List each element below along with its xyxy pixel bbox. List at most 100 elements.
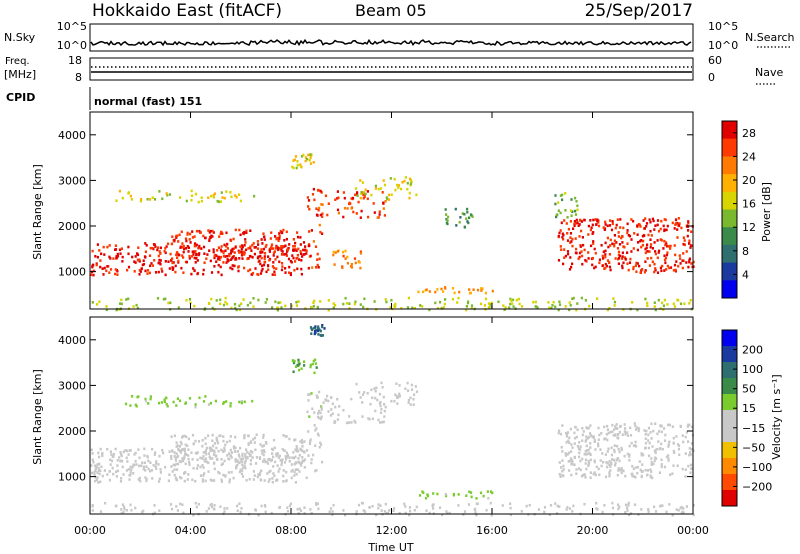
range-time-cell [636, 471, 639, 475]
range-time-cell [632, 265, 635, 269]
range-time-cell [642, 453, 645, 457]
range-time-cell [659, 266, 662, 270]
range-time-cell [561, 469, 564, 473]
range-time-cell [334, 303, 337, 307]
range-time-cell [158, 401, 161, 405]
range-time-cell [334, 405, 337, 409]
range-time-cell [368, 506, 371, 509]
range-time-cell [386, 511, 389, 515]
range-time-cell [436, 307, 440, 310]
range-time-cell [127, 297, 130, 301]
range-time-cell [294, 365, 298, 368]
range-time-cell [229, 402, 232, 405]
range-time-cell [663, 465, 666, 469]
range-time-cell [97, 451, 100, 455]
range-time-cell [624, 257, 627, 261]
range-time-cell [285, 252, 288, 256]
range-time-cell [672, 441, 675, 445]
range-time-cell [657, 440, 660, 443]
range-time-cell [375, 386, 378, 390]
range-time-cell [321, 212, 324, 216]
range-time-cell [123, 507, 126, 511]
range-time-cell [570, 198, 573, 201]
freq-nave-strip: Freq. [MHz] 18 8 60 0 Nave [4, 54, 783, 85]
range-time-cell [678, 254, 681, 257]
range-time-cell [226, 258, 229, 261]
range-time-cell [235, 257, 238, 261]
range-time-cell [228, 478, 231, 481]
range-time-cell [294, 455, 297, 459]
range-time-cell [247, 442, 250, 445]
range-time-cell [490, 514, 493, 517]
x-tick-label: 00:00 [677, 524, 709, 537]
range-time-cell [244, 453, 247, 456]
range-time-cell [445, 218, 448, 221]
range-time-cell [277, 470, 280, 473]
range-time-cell [634, 440, 637, 444]
range-time-cell [622, 226, 625, 230]
range-time-cell [564, 192, 567, 195]
range-time-cell [466, 220, 469, 223]
colorbar-tick-label: 24 [742, 150, 756, 163]
range-time-cell [138, 273, 141, 276]
colorbar-segment [722, 442, 737, 459]
range-time-cell [243, 266, 246, 270]
range-time-cell [240, 472, 243, 476]
range-time-cell [312, 359, 315, 363]
range-time-cell [256, 240, 259, 243]
range-time-cell [157, 261, 160, 265]
range-time-cell [249, 268, 252, 271]
range-time-cell [230, 306, 233, 310]
range-time-cell [409, 396, 412, 400]
range-time-cell [608, 224, 612, 227]
range-time-cell [257, 243, 260, 246]
range-time-cell [609, 244, 612, 247]
range-time-cell [535, 305, 538, 309]
range-time-cell [191, 230, 194, 233]
range-time-cell [168, 473, 171, 476]
range-time-cell [238, 193, 241, 196]
range-time-cell [619, 468, 622, 472]
range-time-cell [103, 469, 106, 472]
range-time-cell [682, 511, 685, 514]
range-time-cell [616, 473, 619, 477]
range-time-cell [587, 233, 590, 236]
range-time-cell [91, 471, 94, 475]
range-time-cell [202, 455, 205, 458]
range-time-cell [253, 246, 256, 249]
range-time-cell [672, 436, 675, 440]
range-time-cell [99, 510, 103, 513]
range-time-cell [177, 261, 180, 264]
colorbar-tick-label: −100 [742, 461, 772, 474]
range-time-cell [580, 474, 583, 478]
range-time-cell [298, 368, 301, 372]
range-time-cell [299, 447, 302, 451]
range-time-cell [595, 223, 598, 226]
range-time-cell [669, 244, 672, 248]
range-time-cell [591, 256, 594, 260]
range-time-cell [300, 272, 303, 276]
range-time-cell [179, 245, 182, 249]
colorbar-tick-label: 15 [742, 402, 756, 415]
range-time-cell [621, 251, 624, 255]
colorbar-segment [722, 209, 737, 228]
range-time-cell [626, 222, 629, 226]
range-time-cell [583, 248, 586, 252]
range-time-cell [111, 455, 114, 459]
range-time-cell [569, 241, 572, 244]
range-time-cell [222, 261, 225, 264]
range-time-cell [580, 250, 583, 253]
range-time-cell [273, 273, 276, 276]
range-time-cell [241, 245, 244, 249]
range-time-cell [312, 453, 315, 457]
range-time-cell [666, 303, 669, 306]
range-time-cell [317, 208, 320, 212]
range-time-cell [646, 473, 649, 477]
range-time-cell [687, 229, 690, 232]
range-time-cell [681, 266, 684, 270]
range-time-cell [108, 255, 111, 259]
range-time-cell [604, 262, 607, 266]
range-time-cell [93, 473, 96, 476]
range-time-cell [103, 253, 106, 256]
range-time-cell [672, 449, 675, 453]
